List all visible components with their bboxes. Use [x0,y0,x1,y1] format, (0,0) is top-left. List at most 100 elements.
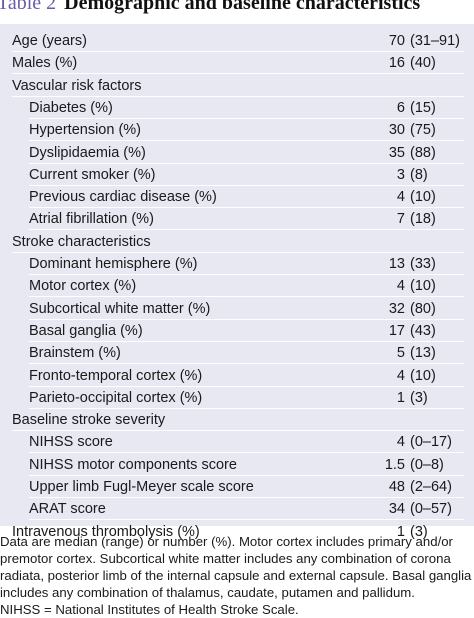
row-value-number: 1 [396,389,405,406]
row-label: Fronto-temporal cortex (%) [29,367,203,384]
table-row: Dominant hemisphere (%) 13 (33) [0,253,474,275]
row-divider [12,95,464,97]
row-value-range: (10) [410,189,436,206]
footnote-line: includes any combination of thalamus, ca… [0,585,415,600]
row-value: 17 (43) [389,320,460,342]
row-label: Basal ganglia (%) [29,322,143,339]
row-label: Parieto-occipital cortex (%) [29,389,203,406]
row-value: 48 (2–64) [389,476,460,498]
row-value: 4 (0–17) [397,431,460,453]
row-value: 1 (3) [397,521,460,543]
row-value-range: (33) [410,256,436,272]
row-value: 4 (10) [397,186,460,208]
row-value-range: (31–91) [410,33,460,49]
row-label: Current smoker (%) [29,166,156,183]
row-value-number: 70 [388,33,405,49]
row-divider [29,474,464,476]
row-value: 6 (15) [397,97,460,119]
row-value-number: 4 [396,278,405,295]
table-row: Motor cortex (%) 4 (10) [0,275,474,298]
row-value-number: 35 [388,144,405,161]
row-divider [29,318,464,320]
footnote-line: NIHSS = National Institutes of Health St… [0,602,299,617]
row-value-number: 4 [396,367,405,384]
table-row: Hypertension (%) 30 (75) [0,119,474,142]
table-caption: Table 2 Demographic and baseline characte… [0,0,474,16]
table-row: Upper limb Fugl-Meyer scale score 48 (2–64… [0,476,474,498]
row-value: 34 (0–57) [389,498,460,520]
row-value: 16 (40) [389,52,460,74]
table-row: Baseline stroke severity [0,409,474,432]
row-value-range: (10) [410,367,436,384]
row-value-range: (3) [410,523,428,540]
row-label: Diabetes (%) [29,99,113,116]
row-value-range: (10) [410,278,436,295]
row-label: Hypertension (%) [29,122,142,139]
row-value-range: (43) [410,322,436,339]
table-title: Demographic and baseline characteristics [64,0,421,14]
table-row: ARAT score 34 (0–57) [0,498,474,521]
row-divider [12,73,464,75]
row-value-range: (15) [410,99,436,116]
row-value-range: (0–8) [410,456,444,473]
row-value-number: 1 [396,523,405,540]
table-row: Vascular risk factors [0,75,474,97]
row-value-number: 32 [388,300,405,317]
row-value: 32 (80) [389,298,460,320]
row-divider [29,452,464,454]
characteristics-table: Age (years) 70 (31–91) Males (%) 16 (40) Vascu… [0,24,474,540]
row-value: 1 (3) [397,387,460,409]
table-row: Intravenous thrombolysis (%) 1 (3) [0,521,474,543]
row-value-number: 7 [396,211,405,228]
row-value-range: (80) [410,300,436,317]
table-row: NIHSS score 4 (0–17) [0,431,474,454]
row-value: 5 (13) [397,342,460,364]
row-divider [29,229,464,231]
table-number: Table 2 [0,0,57,14]
row-divider [12,51,464,52]
row-value: 7 (18) [397,208,460,230]
row-label: NIHSS motor components score [29,456,237,473]
row-label: Stroke characteristics [12,233,151,250]
footnote-line: Data are median (range) or number (%). M… [0,534,453,549]
row-value-number: 48 [388,479,405,495]
table-row: Fronto-temporal cortex (%) 4 (10) [0,365,474,387]
row-divider [29,385,464,387]
row-value-range: (18) [410,211,436,228]
row-divider [12,251,464,253]
row-value-number: 17 [388,322,405,339]
row-value: 1.5 (0–8) [385,454,460,476]
table-row: Males (%) 16 (40) [0,52,474,75]
footnote-line: premotor cortex. Subcortical white matte… [0,551,451,566]
row-divider [12,430,464,432]
table-footnote: Data are median (range) or number (%). M… [0,533,474,618]
row-label: Intravenous thrombolysis (%) [12,523,200,540]
row-value: 4 (10) [397,365,460,387]
table-row: Subcortical white matter (%) 32 (80) [0,298,474,320]
row-value-number: 1.5 [384,456,405,473]
table-row: Basal ganglia (%) 17 (43) [0,320,474,342]
row-divider [29,363,464,365]
row-label: Motor cortex (%) [29,278,137,295]
footnote-line: radiata, posterior limb of the internal … [0,568,472,583]
row-label: Previous cardiac disease (%) [29,189,217,206]
row-divider [29,519,464,521]
table-row: NIHSS motor components score 1.5 (0–8) [0,454,474,476]
row-divider [29,184,464,186]
row-value: 30 (75) [389,119,460,141]
row-value-number: 4 [396,189,405,206]
row-value-range: (40) [410,55,436,72]
row-value-range: (2–64) [410,479,452,495]
row-divider [29,497,464,498]
row-label: Vascular risk factors [12,77,142,94]
row-label: Age (years) [12,33,87,49]
row-value-number: 30 [388,122,405,139]
row-value-range: (0–57) [410,501,452,518]
row-value-number: 3 [396,166,405,183]
row-divider [29,162,464,164]
table-row: Parieto-occipital cortex (%) 1 (3) [0,387,474,409]
table-row: Diabetes (%) 6 (15) [0,97,474,119]
row-label: ARAT score [29,501,106,518]
table-row: Atrial fibrillation (%) 7 (18) [0,208,474,231]
row-value-number: 6 [396,99,405,116]
